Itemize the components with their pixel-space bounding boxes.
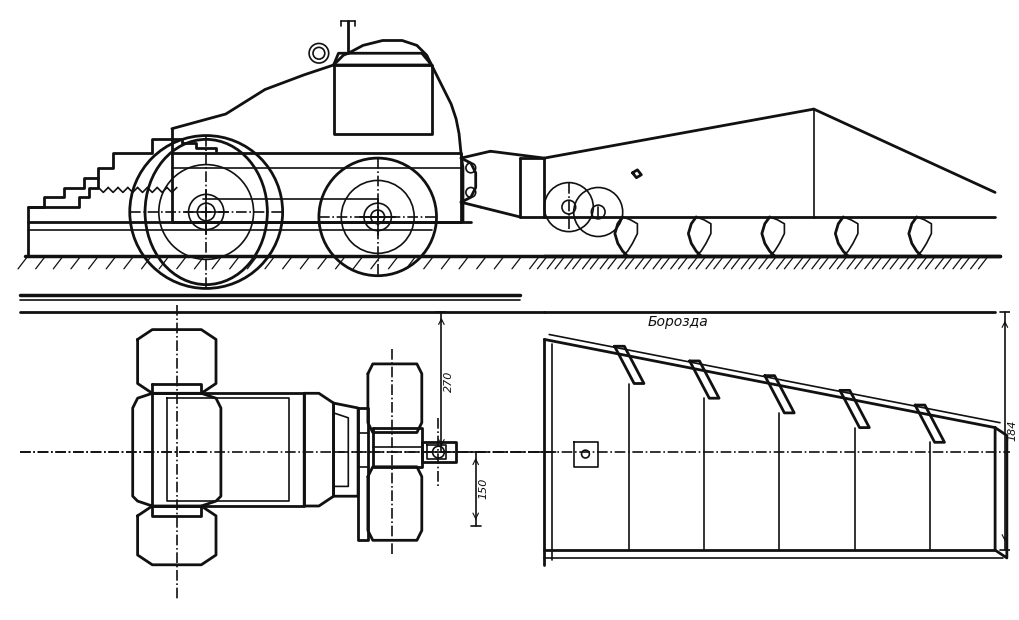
Text: 150: 150 xyxy=(478,477,488,499)
Text: Борозда: Борозда xyxy=(647,315,707,329)
Text: 184: 184 xyxy=(1007,420,1017,441)
Text: 270: 270 xyxy=(444,371,453,392)
